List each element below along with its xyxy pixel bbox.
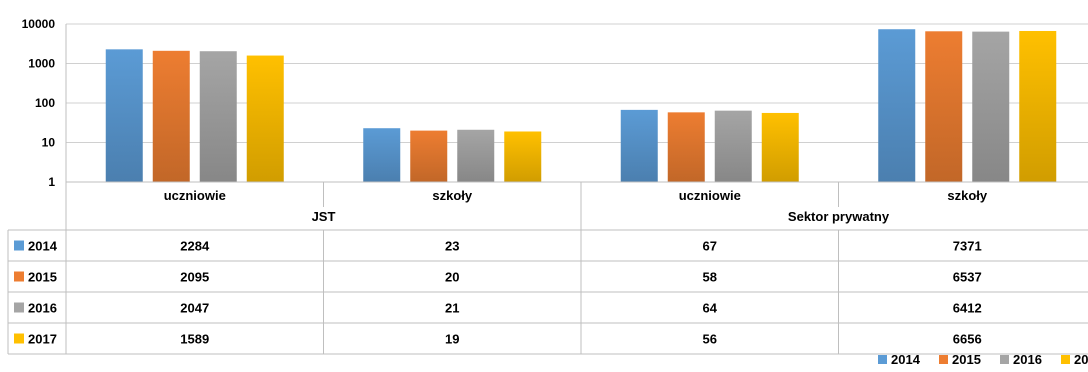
table-cell: 2284 — [180, 239, 210, 254]
bar — [878, 29, 916, 182]
table-legend-key — [14, 302, 24, 313]
table-row-label: 2017 — [28, 332, 57, 347]
table-cell: 56 — [703, 332, 717, 347]
group-label: JST — [312, 209, 336, 224]
legend-label: 2017 — [1074, 352, 1088, 367]
legend: 2014 2015 2016 2017 — [878, 352, 1088, 367]
table-cell: 2095 — [180, 270, 209, 285]
table-row-label: 2015 — [28, 270, 57, 285]
table-legend-key — [14, 271, 24, 282]
bar — [246, 55, 284, 183]
bar — [199, 51, 237, 182]
table-cell: 6412 — [953, 301, 982, 316]
bar — [410, 130, 448, 182]
bars — [105, 29, 1057, 183]
category-label: szkoły — [947, 188, 988, 203]
table-cell: 21 — [445, 301, 459, 316]
legend-key — [1061, 355, 1070, 364]
bar — [761, 112, 799, 182]
legend-key — [878, 355, 887, 364]
table-cell: 20 — [445, 270, 459, 285]
legend-key — [1000, 355, 1009, 364]
table-row-label: 2014 — [28, 239, 58, 254]
legend-key — [939, 355, 948, 364]
bar — [972, 31, 1010, 183]
bar — [714, 110, 752, 182]
bar — [925, 31, 963, 183]
category-label: szkoły — [432, 188, 473, 203]
category-label: uczniowie — [164, 188, 226, 203]
table-cell: 2047 — [180, 301, 209, 316]
legend-label: 2015 — [952, 352, 981, 367]
y-tick-label: 10000 — [22, 17, 56, 31]
table-legend-key — [14, 240, 24, 251]
bar — [152, 50, 190, 182]
table-cell: 1589 — [180, 332, 209, 347]
table-legend-key — [14, 333, 24, 344]
y-tick-label: 1 — [48, 175, 55, 189]
y-tick-label: 10 — [42, 136, 56, 150]
table-cell: 23 — [445, 239, 459, 254]
bar — [504, 131, 542, 182]
legend-label: 2014 — [891, 352, 921, 367]
bar — [105, 49, 143, 182]
table-cell: 64 — [703, 301, 718, 316]
table-cell: 19 — [445, 332, 459, 347]
bar — [1019, 30, 1057, 182]
bar — [457, 129, 495, 182]
bar — [363, 128, 401, 182]
y-tick-label: 100 — [35, 96, 55, 110]
data-table: uczniowie szkoły uczniowie szkoły JST Sektor … — [7, 181, 1088, 355]
y-tick-label: 1000 — [28, 57, 55, 71]
table-row-label: 2016 — [28, 301, 57, 316]
table-cell: 7371 — [953, 239, 982, 254]
group-label: Sektor prywatny — [788, 209, 890, 224]
y-axis-ticks: 1 10 100 1000 10000 — [22, 17, 56, 189]
bar — [667, 112, 705, 182]
table-cell: 6537 — [953, 270, 982, 285]
category-label: uczniowie — [679, 188, 741, 203]
legend-label: 2016 — [1013, 352, 1042, 367]
table-cell: 6656 — [953, 332, 982, 347]
bar — [620, 109, 658, 182]
table-cell: 58 — [703, 270, 717, 285]
table-cell: 67 — [703, 239, 717, 254]
